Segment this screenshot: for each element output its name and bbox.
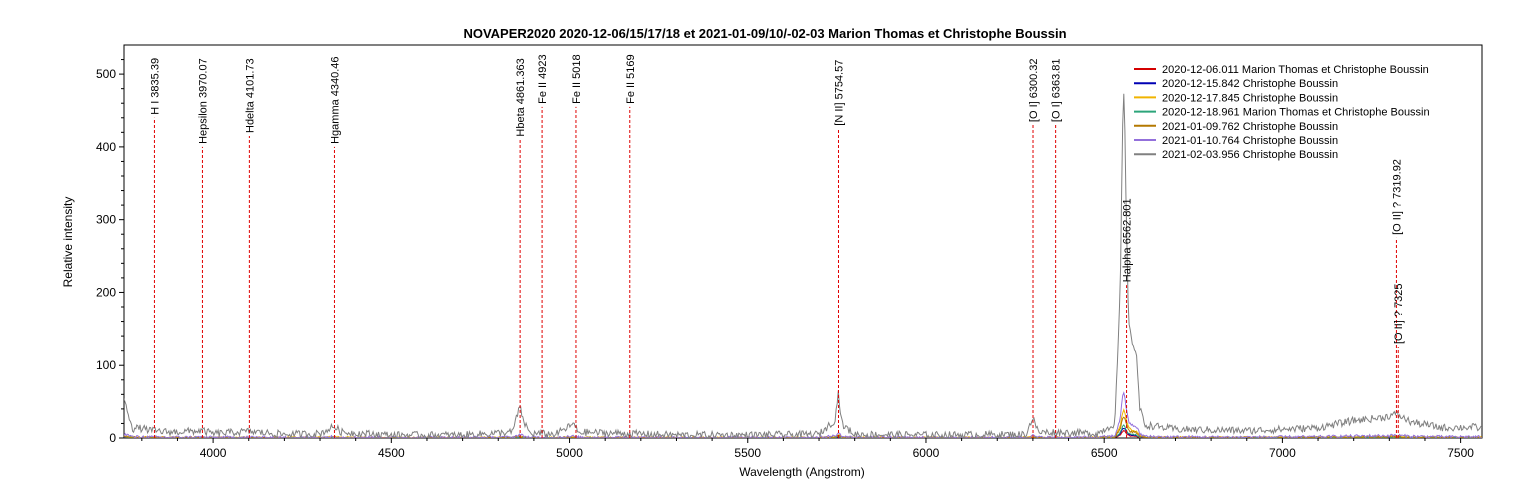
line-id-label: [O I] 6363.81: [1051, 58, 1063, 122]
line-id-label: Fe II 5018: [571, 54, 583, 104]
legend-entry: 2021-02-03.956 Christophe Boussin: [1162, 149, 1338, 161]
y-tick-label: 100: [96, 358, 116, 372]
line-id-label: Fe II 4923: [537, 54, 549, 104]
legend-entry: 2021-01-10.764 Christophe Boussin: [1162, 135, 1338, 147]
y-tick-label: 300: [96, 213, 116, 227]
x-tick-label: 6000: [913, 446, 940, 460]
y-tick-label: 400: [96, 140, 116, 154]
y-tick-label: 200: [96, 285, 116, 299]
line-id-label: Fe II 5169: [625, 54, 637, 104]
x-tick-label: 4500: [378, 446, 405, 460]
legend-entry: 2020-12-17.845 Christophe Boussin: [1162, 92, 1338, 104]
x-tick-label: 7500: [1447, 446, 1474, 460]
series-line-5: [124, 391, 1482, 438]
series-line-6: [124, 93, 1482, 438]
legend-entry: 2020-12-15.842 Christophe Boussin: [1162, 78, 1338, 90]
plot-area: 4000 4500 5000 5500 6000 6500 7000 7500 0 100 200 3…: [96, 44, 1483, 460]
legend: 2020-12-06.011 Marion Thomas et Christop…: [1134, 64, 1430, 161]
line-id-label: Halpha 6562.801: [1122, 198, 1134, 282]
y-axis-label: Relative intensity: [61, 197, 75, 288]
x-tick-label: 5000: [556, 446, 583, 460]
y-tick-label: 0: [109, 431, 116, 445]
legend-entry: 2021-01-09.762 Christophe Boussin: [1162, 121, 1338, 133]
x-tick-label: 7000: [1269, 446, 1296, 460]
series-line-2: [124, 408, 1482, 438]
x-tick-label: 6500: [1091, 446, 1118, 460]
line-id-label: [N II] 5754.57: [834, 60, 846, 126]
line-id-label: [O II] ? 7325: [1393, 283, 1405, 344]
x-axis-label: Wavelength (Angstrom): [739, 465, 865, 479]
x-tick-label: 4000: [200, 446, 227, 460]
y-tick-label: 500: [96, 67, 116, 81]
line-id-label: [O II] ? 7319.92: [1391, 159, 1403, 235]
legend-entry: 2020-12-18.961 Marion Thomas et Christop…: [1162, 107, 1430, 119]
line-id-label: Hbeta 4861.363: [515, 58, 527, 136]
chart-title: NOVAPER2020 2020-12-06/15/17/18 et 2021-…: [463, 26, 1066, 41]
line-id-label: H I 3835.39: [149, 58, 161, 115]
line-id-label: Hdelta 4101.73: [244, 58, 256, 133]
legend-entry: 2020-12-06.011 Marion Thomas et Christop…: [1162, 64, 1429, 76]
x-tick-label: 5500: [734, 446, 761, 460]
line-id-label: Hepsilon 3970.07: [197, 58, 209, 144]
line-id-label: [O I] 6300.32: [1028, 58, 1040, 122]
line-id-label: Hgamma 4340.46: [330, 56, 342, 143]
